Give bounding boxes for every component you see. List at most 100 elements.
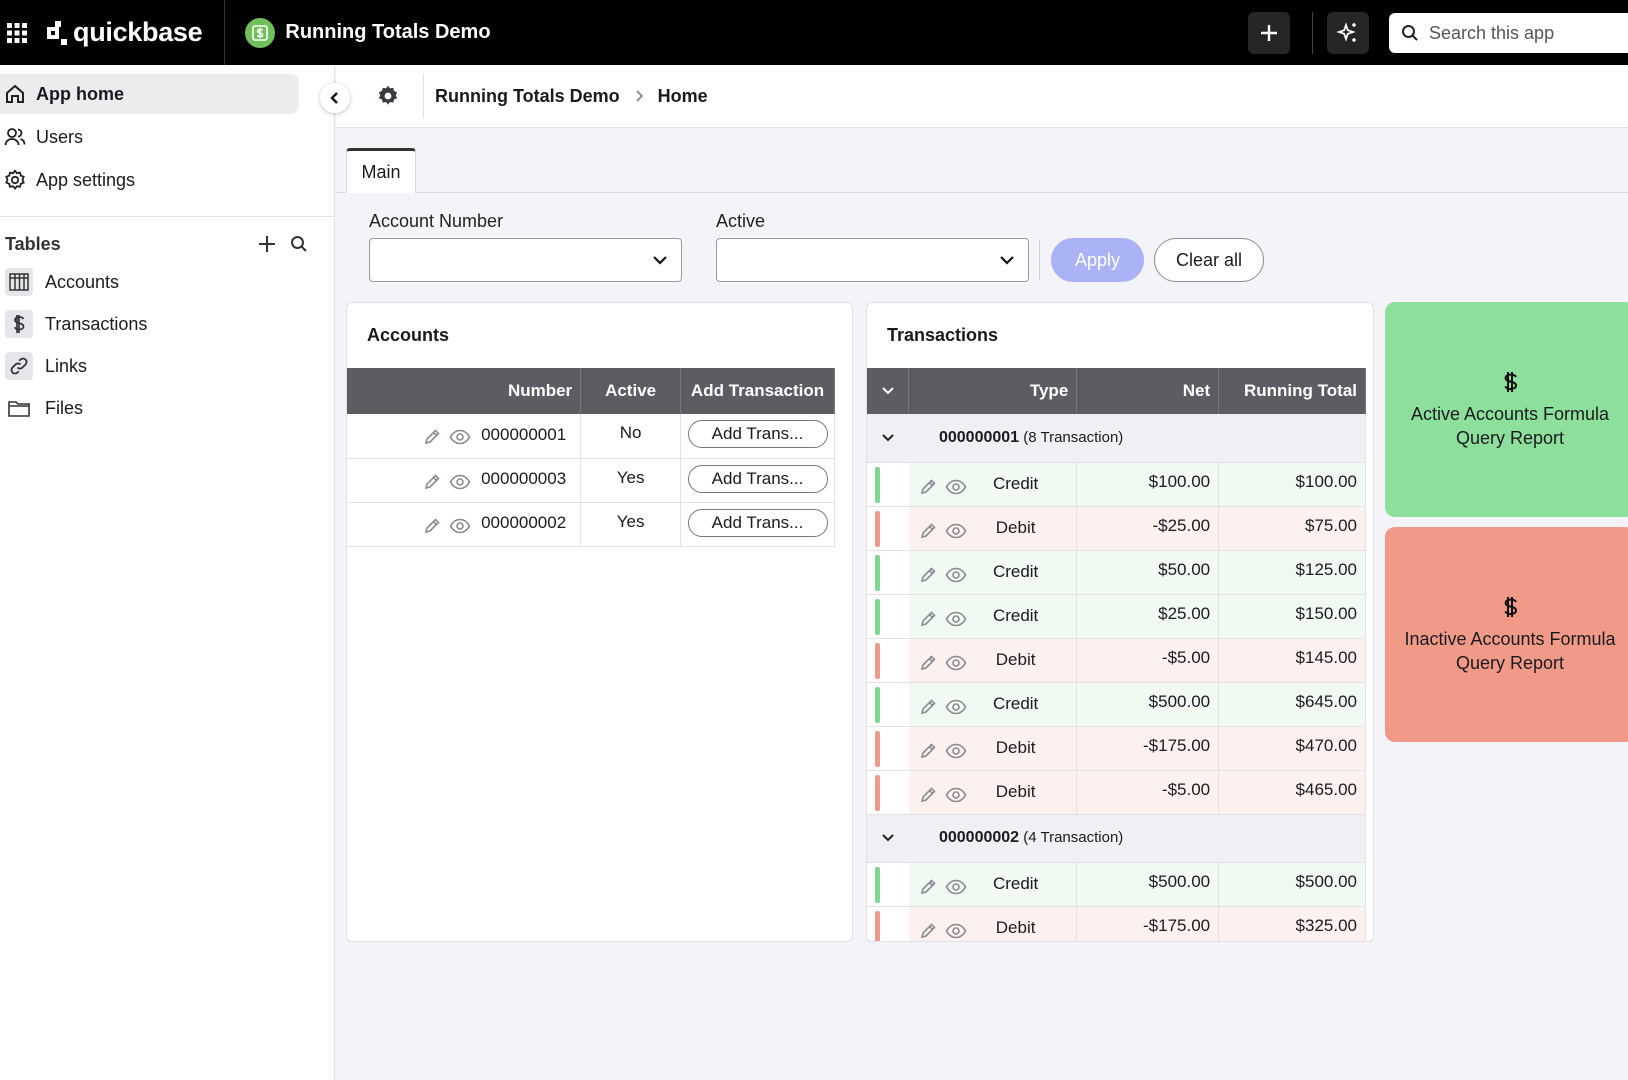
users-icon: [4, 128, 26, 146]
table-row[interactable]: Debit -$175.00 $325.00: [867, 906, 1366, 941]
active-accounts-report-tile[interactable]: Active Accounts Formula Query Report: [1385, 302, 1628, 517]
account-number-cell[interactable]: 000000003: [347, 458, 582, 503]
transaction-type-cell: Credit: [908, 594, 1078, 639]
transactions-report-panel: Transactions Type Net Running Total 0000…: [866, 302, 1374, 942]
edit-pencil-icon[interactable]: [919, 922, 937, 940]
group-header-row[interactable]: 000000001 (8 Transaction): [867, 414, 1366, 463]
collapse-sidebar-button[interactable]: [320, 83, 350, 113]
table-row[interactable]: Debit -$175.00 $470.00: [867, 726, 1366, 771]
edit-pencil-icon[interactable]: [919, 566, 937, 584]
table-row[interactable]: Credit $500.00 $645.00: [867, 682, 1366, 727]
add-table-icon[interactable]: [258, 235, 276, 253]
app-search-input[interactable]: Search this app: [1389, 13, 1628, 53]
view-eye-icon[interactable]: [449, 429, 471, 445]
add-transaction-button[interactable]: Add Trans...: [687, 464, 828, 493]
column-header-net[interactable]: Net: [1076, 368, 1220, 414]
table-row[interactable]: 000000002 Yes Add Trans...: [347, 502, 835, 547]
view-eye-icon[interactable]: [945, 787, 967, 803]
sidebar-table-files[interactable]: Files: [0, 387, 334, 429]
breadcrumb-app[interactable]: Running Totals Demo: [435, 85, 620, 106]
view-eye-icon[interactable]: [945, 923, 967, 939]
sidebar-table-transactions[interactable]: Transactions: [0, 303, 334, 345]
sidebar-table-links[interactable]: Links: [0, 345, 334, 387]
column-header-add-transaction[interactable]: Add Transaction: [680, 368, 835, 414]
add-transaction-button[interactable]: Add Trans...: [687, 508, 828, 537]
table-row[interactable]: Debit -$25.00 $75.00: [867, 506, 1366, 551]
view-eye-icon[interactable]: [945, 879, 967, 895]
ai-assistant-button[interactable]: [1327, 12, 1369, 54]
app-title[interactable]: Running Totals Demo: [245, 17, 491, 48]
view-eye-icon[interactable]: [945, 611, 967, 627]
transaction-type-indicator: [875, 466, 880, 503]
edit-pencil-icon[interactable]: [423, 428, 441, 446]
column-header-type[interactable]: Type: [908, 368, 1078, 414]
group-toggle-cell[interactable]: [867, 814, 909, 863]
edit-pencil-icon[interactable]: [919, 698, 937, 716]
active-select[interactable]: [716, 238, 1029, 282]
edit-pencil-icon[interactable]: [919, 522, 937, 540]
transaction-type-indicator: [875, 910, 880, 941]
edit-pencil-icon[interactable]: [423, 473, 441, 491]
account-number-cell[interactable]: 000000002: [347, 502, 582, 547]
edit-pencil-icon[interactable]: [919, 786, 937, 804]
accounts-report-panel: Accounts Number Active Add Transaction 0…: [346, 302, 853, 942]
running-total: $75.00: [1305, 515, 1357, 535]
sidebar-item-users[interactable]: Users: [0, 117, 334, 157]
sidebar-table-accounts[interactable]: Accounts: [0, 261, 334, 303]
edit-pencil-icon[interactable]: [919, 878, 937, 896]
search-tables-icon[interactable]: [290, 235, 308, 253]
table-row[interactable]: Credit $25.00 $150.00: [867, 594, 1366, 639]
row-status-cell: [867, 462, 909, 507]
edit-pencil-icon[interactable]: [919, 478, 937, 496]
view-eye-icon[interactable]: [945, 479, 967, 495]
column-header-number[interactable]: Number: [347, 368, 582, 414]
edit-pencil-icon[interactable]: [919, 742, 937, 760]
transaction-type: Credit: [992, 873, 1039, 893]
view-eye-icon[interactable]: [945, 699, 967, 715]
clear-all-button[interactable]: Clear all: [1154, 238, 1264, 282]
row-actions: [423, 517, 471, 535]
table-row[interactable]: Credit $50.00 $125.00: [867, 550, 1366, 595]
inactive-accounts-report-tile[interactable]: Inactive Accounts Formula Query Report: [1385, 527, 1628, 742]
account-number-select[interactable]: [369, 238, 682, 282]
group-count: (4 Transaction): [1023, 829, 1124, 846]
transaction-net: $50.00: [1158, 559, 1211, 579]
table-row[interactable]: Debit -$5.00 $145.00: [867, 638, 1366, 683]
group-toggle-cell[interactable]: [867, 414, 909, 463]
table-row[interactable]: 000000003 Yes Add Trans...: [347, 458, 835, 503]
transaction-type: Debit: [995, 917, 1036, 937]
running-total-cell: $100.00: [1218, 462, 1366, 507]
table-row[interactable]: Credit $500.00 $500.00: [867, 862, 1366, 907]
edit-pencil-icon[interactable]: [423, 517, 441, 535]
view-eye-icon[interactable]: [449, 474, 471, 490]
row-actions: [919, 522, 967, 540]
view-eye-icon[interactable]: [945, 567, 967, 583]
account-number-cell[interactable]: 000000001: [347, 414, 582, 459]
page-settings-button[interactable]: [363, 85, 413, 107]
collapse-all-groups[interactable]: [867, 368, 910, 414]
view-eye-icon[interactable]: [945, 655, 967, 671]
column-header-running-total[interactable]: Running Total: [1218, 368, 1366, 414]
table-row[interactable]: Credit $100.00 $100.00: [867, 462, 1366, 507]
sidebar-item-app-home[interactable]: App home: [0, 74, 299, 114]
view-eye-icon[interactable]: [945, 523, 967, 539]
table-row[interactable]: Debit -$5.00 $465.00: [867, 770, 1366, 815]
table-row[interactable]: 000000001 No Add Trans...: [347, 414, 835, 459]
sidebar-item-app-settings[interactable]: App settings: [0, 160, 334, 200]
group-header-row[interactable]: 000000002 (4 Transaction): [867, 814, 1366, 863]
edit-pencil-icon[interactable]: [919, 654, 937, 672]
add-button[interactable]: [1248, 12, 1290, 54]
running-total-cell: $125.00: [1218, 550, 1366, 595]
apply-button[interactable]: Apply: [1051, 238, 1144, 282]
quickbase-logo[interactable]: quickbase: [47, 0, 226, 65]
row-status-cell: [867, 682, 909, 727]
add-transaction-button[interactable]: Add Trans...: [687, 420, 828, 448]
tab-main[interactable]: Main: [346, 148, 416, 193]
inactive-accounts-report-label: Inactive Accounts Formula Query Report: [1404, 628, 1616, 673]
apps-grid-icon[interactable]: [2, 18, 32, 48]
view-eye-icon[interactable]: [945, 743, 967, 759]
gear-icon: [5, 169, 25, 191]
view-eye-icon[interactable]: [449, 518, 471, 534]
edit-pencil-icon[interactable]: [919, 610, 937, 628]
column-header-active[interactable]: Active: [580, 368, 682, 414]
